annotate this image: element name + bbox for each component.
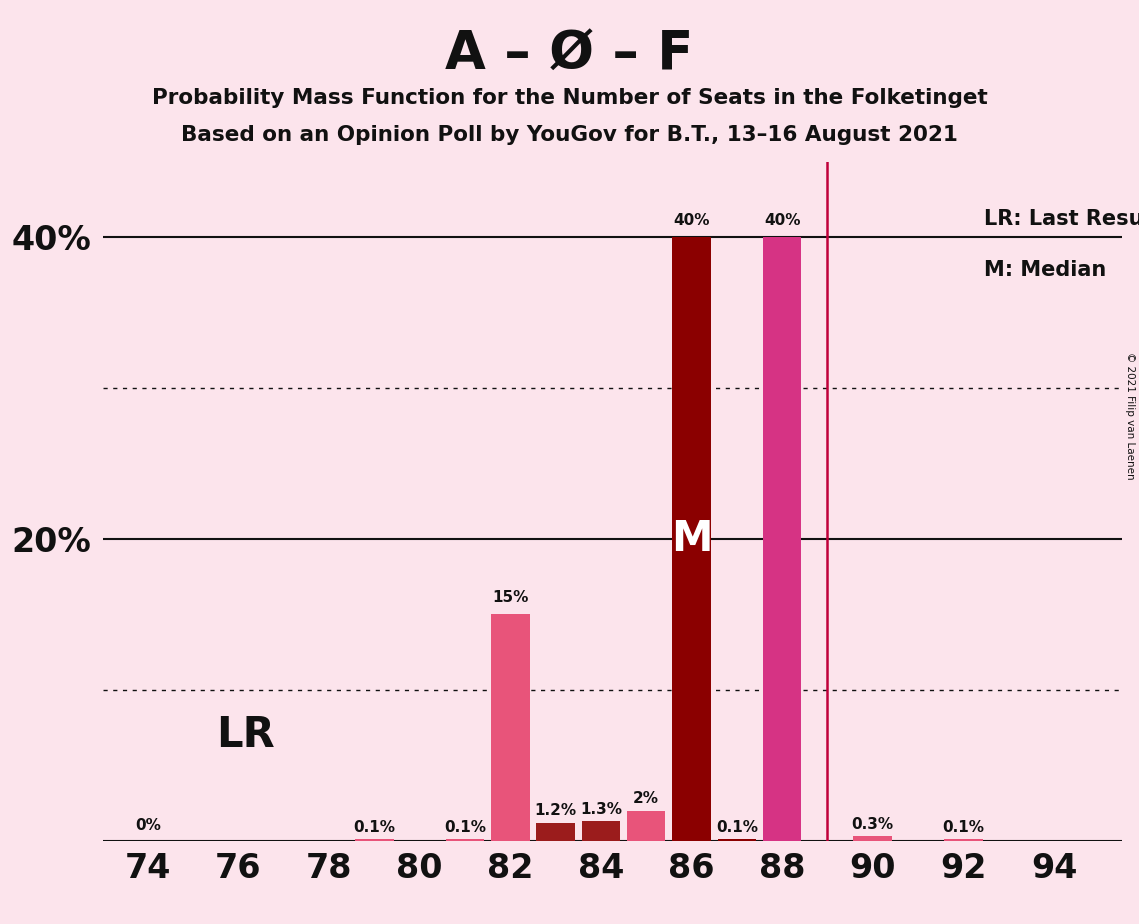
Text: A – Ø – F: A – Ø – F (445, 28, 694, 79)
Bar (582, 821, 620, 841)
Bar (944, 839, 983, 841)
Text: 0.1%: 0.1% (942, 820, 984, 834)
Text: 0%: 0% (134, 819, 161, 833)
Text: 40%: 40% (673, 213, 710, 228)
Bar (626, 810, 665, 841)
Bar (672, 237, 711, 841)
Text: 0.3%: 0.3% (852, 817, 894, 832)
Text: 0.1%: 0.1% (444, 820, 486, 834)
Text: Probability Mass Function for the Number of Seats in the Folketinget: Probability Mass Function for the Number… (151, 88, 988, 108)
Bar (718, 839, 756, 841)
Text: 15%: 15% (492, 590, 528, 605)
Bar (853, 836, 892, 841)
Text: LR: Last Result: LR: Last Result (984, 209, 1139, 229)
Bar (445, 839, 484, 841)
Text: 0.1%: 0.1% (353, 820, 395, 834)
Bar (355, 839, 394, 841)
Text: 2%: 2% (633, 791, 659, 806)
Text: 1.3%: 1.3% (580, 802, 622, 817)
Text: M: Median: M: Median (984, 261, 1107, 280)
Text: M: M (671, 518, 712, 560)
Bar (491, 614, 530, 841)
Text: 0.1%: 0.1% (715, 820, 757, 834)
Text: LR: LR (215, 714, 274, 756)
Bar (763, 237, 802, 841)
Bar (536, 822, 575, 841)
Text: © 2021 Filip van Laenen: © 2021 Filip van Laenen (1125, 352, 1134, 480)
Text: Based on an Opinion Poll by YouGov for B.T., 13–16 August 2021: Based on an Opinion Poll by YouGov for B… (181, 125, 958, 145)
Text: 1.2%: 1.2% (534, 803, 576, 819)
Text: 40%: 40% (764, 213, 801, 228)
